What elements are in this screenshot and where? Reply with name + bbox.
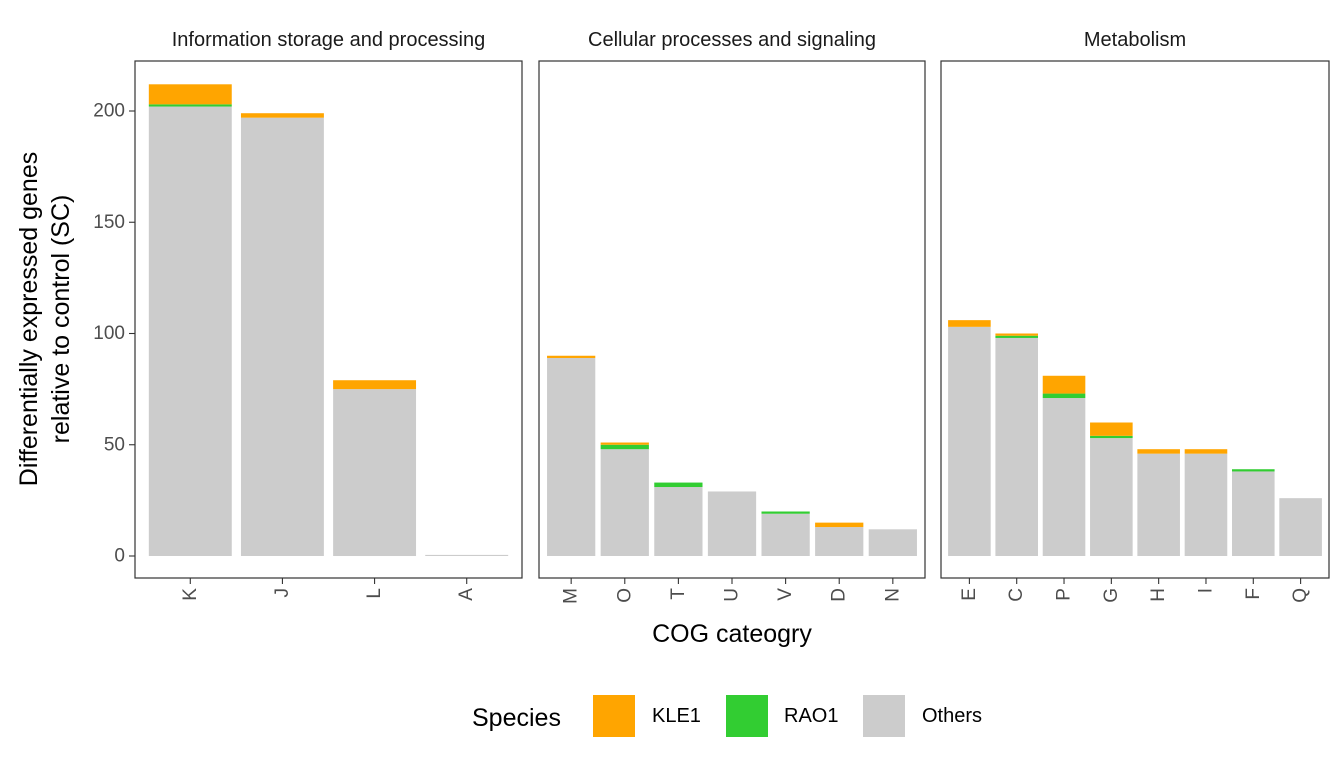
bar-V-others — [761, 513, 810, 556]
facet-panel-1: Information storage and processing K J L A — [134, 29, 523, 601]
bar-A-others — [425, 554, 509, 556]
bar-E-kle1 — [948, 320, 991, 327]
bar-C-rao1 — [995, 335, 1038, 338]
bar-C-kle1 — [995, 333, 1038, 336]
bar-J-kle1 — [240, 113, 324, 118]
x-tick-label-L: L — [364, 588, 385, 599]
y-tick-label: 50 — [104, 434, 125, 455]
bar-K-kle1 — [148, 84, 232, 105]
y-tick-label: 0 — [114, 546, 125, 567]
bar-M-others — [547, 357, 596, 556]
panel-border — [940, 60, 1330, 579]
bar-H-kle1 — [1137, 449, 1180, 454]
bar-J-others — [240, 117, 324, 557]
x-tick-label-E: E — [959, 588, 980, 601]
y-tick-label: 200 — [93, 101, 125, 122]
bar-D-others — [815, 527, 864, 556]
panel-border — [538, 60, 926, 579]
legend-label-rao1: RAO1 — [784, 705, 838, 727]
bar-D-kle1 — [815, 522, 864, 528]
facet-title: Metabolism — [1084, 29, 1186, 51]
y-axis: 0 50 100 150 200 — [93, 101, 135, 567]
x-tick-label-V: V — [775, 588, 796, 601]
x-tick-label-F: F — [1243, 588, 1264, 600]
legend-label-kle1: KLE1 — [652, 705, 701, 727]
legend: Species KLE1 RAO1 Others — [472, 695, 982, 737]
x-tick-label-T: T — [668, 588, 689, 600]
y-axis-title-line-1: Differentially expressed genes — [15, 152, 43, 486]
bar-K-others — [148, 106, 232, 557]
bar-P-others — [1042, 398, 1086, 556]
legend-key-rao1 — [726, 695, 768, 737]
x-tick-label-A: A — [456, 588, 477, 601]
bar-Q-others — [1279, 498, 1322, 556]
bar-M-kle1 — [547, 355, 596, 358]
legend-title: Species — [472, 704, 561, 732]
x-tick-label-O: O — [614, 588, 635, 603]
x-tick-label-Q: Q — [1290, 588, 1311, 603]
bar-O-others — [600, 449, 649, 556]
bar-N-others — [868, 529, 917, 556]
facet-panel-3: Metabolism E C P G H I F Q — [940, 29, 1330, 603]
bar-C-others — [995, 337, 1038, 556]
facet-panels: Information storage and processing K J L A Ce… — [134, 29, 1330, 604]
bar-P-kle1 — [1042, 375, 1086, 394]
x-tick-label-U: U — [722, 588, 743, 602]
x-tick-label-H: H — [1148, 588, 1169, 602]
bar-T-others — [654, 487, 703, 556]
bar-L-kle1 — [333, 380, 417, 390]
bar-P-rao1 — [1042, 393, 1086, 399]
bar-G-others — [1090, 438, 1133, 556]
bar-H-others — [1137, 453, 1180, 556]
bar-I-kle1 — [1184, 449, 1228, 454]
x-tick-label-P: P — [1054, 588, 1075, 601]
bar-V-rao1 — [761, 511, 810, 514]
bar-K-rao1 — [148, 104, 232, 107]
panel-border — [134, 60, 523, 579]
x-tick-label-K: K — [180, 588, 201, 601]
bar-I-others — [1184, 453, 1228, 556]
bar-T-rao1 — [654, 482, 703, 488]
y-tick-label: 150 — [93, 212, 125, 233]
x-tick-label-N: N — [882, 588, 903, 602]
legend-label-others: Others — [922, 705, 982, 727]
bar-U-others — [707, 491, 757, 556]
bar-G-kle1 — [1090, 422, 1133, 436]
facet-title: Cellular processes and signaling — [588, 29, 876, 51]
facet-title: Information storage and processing — [172, 29, 486, 51]
bar-L-others — [333, 389, 417, 557]
bar-G-rao1 — [1090, 435, 1133, 439]
y-axis-title-line-2: relative to control (SC) — [47, 195, 75, 444]
facet-panel-2: Cellular processes and signaling M O T U V D N — [538, 29, 926, 604]
x-tick-label-I: I — [1195, 588, 1216, 593]
bar-F-others — [1232, 471, 1275, 556]
bar-F-rao1 — [1232, 469, 1275, 472]
x-tick-label-M: M — [561, 588, 582, 604]
bar-E-others — [948, 326, 991, 556]
x-tick-label-C: C — [1006, 588, 1027, 602]
x-tick-label-J: J — [272, 588, 293, 598]
x-axis-title: COG cateogry — [652, 620, 812, 648]
legend-key-kle1 — [593, 695, 635, 737]
bar-O-kle1 — [600, 442, 649, 445]
bar-O-rao1 — [600, 444, 649, 450]
x-tick-label-D: D — [829, 588, 850, 602]
x-tick-label-G: G — [1101, 588, 1122, 603]
legend-key-others — [863, 695, 905, 737]
y-tick-label: 100 — [93, 323, 125, 344]
